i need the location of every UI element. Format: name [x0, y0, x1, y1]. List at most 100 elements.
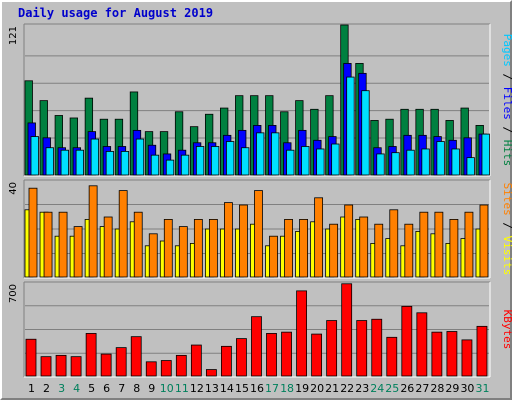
sites-bar — [359, 216, 369, 278]
x-axis-day-labels: 1 2 3 4 5 6 7 8 9 10 11 12 13 14 15 16 17 18 19 20 21 22 23 24 2… — [28, 382, 489, 395]
day-label: 16 — [250, 382, 264, 395]
kbytes-bar — [25, 338, 37, 377]
y-axis-label-part: KBytes — [501, 310, 512, 350]
sites-bar — [118, 190, 128, 278]
kbytes-bar — [85, 333, 97, 377]
kbytes-bar — [326, 320, 338, 377]
day-label: 28 — [430, 382, 444, 395]
y-axis-label-part: / — [501, 216, 512, 236]
sites-bar — [88, 185, 98, 278]
y-axis-label-2: Sites / Visits — [501, 183, 512, 276]
sites-bar — [464, 211, 474, 278]
sites-bar — [58, 211, 68, 278]
pages-bar — [226, 141, 235, 176]
day-label: 27 — [415, 382, 429, 395]
kbytes-bar — [115, 347, 127, 377]
sites-bar — [193, 218, 203, 278]
pages-bar — [60, 149, 69, 176]
sites-bar — [163, 218, 173, 278]
day-label: 30 — [460, 382, 474, 395]
kbytes-bar — [461, 339, 473, 377]
day-label: 2 — [43, 382, 50, 395]
panel-1 — [23, 23, 491, 177]
y-max-label-3: 700 — [8, 284, 19, 303]
day-label: 5 — [88, 382, 95, 395]
day-label: 17 — [265, 382, 279, 395]
day-label: 3 — [58, 382, 65, 395]
kbytes-bar — [40, 356, 52, 377]
kbytes-bar — [446, 331, 458, 377]
sites-bar — [28, 187, 38, 278]
pages-bar — [135, 138, 145, 176]
day-label: 11 — [175, 382, 189, 395]
sites-bar — [374, 223, 384, 278]
pages-bar — [421, 148, 430, 176]
sites-bar — [73, 226, 83, 278]
kbytes-bar — [296, 290, 307, 377]
sites-bar — [404, 223, 414, 278]
day-label: 23 — [355, 382, 369, 395]
pages-bar — [90, 138, 100, 176]
kbytes-bar — [386, 336, 398, 377]
day-label: 10 — [160, 382, 174, 395]
kbytes-bar — [416, 312, 428, 377]
pages-bar — [241, 147, 250, 176]
pages-bar — [301, 146, 310, 176]
kbytes-bar — [190, 344, 202, 377]
day-label: 4 — [73, 382, 80, 395]
pages-bar — [120, 151, 130, 176]
pages-bar — [316, 148, 325, 176]
day-label: 18 — [280, 382, 294, 395]
sites-bar — [284, 218, 293, 278]
kbytes-bar — [476, 325, 488, 377]
kbytes-bar — [236, 338, 247, 377]
kbytes-bar — [205, 369, 217, 377]
kbytes-bar — [100, 353, 112, 377]
kbytes-bar — [251, 316, 262, 377]
kbytes-bar — [221, 345, 232, 377]
sites-bar — [314, 197, 324, 278]
pages-bar — [30, 136, 39, 176]
pages-bar — [75, 149, 84, 176]
kbytes-bar — [55, 354, 67, 377]
y-axis-label-part: Pages — [501, 34, 512, 67]
day-label: 29 — [445, 382, 459, 395]
kbytes-bar — [70, 356, 82, 377]
day-label: 15 — [235, 382, 249, 395]
y-axis-label-part: Visits — [501, 236, 512, 276]
kbytes-bar — [160, 360, 172, 377]
panel-2 — [23, 179, 491, 279]
sites-bar — [344, 204, 354, 278]
pages-bar — [210, 146, 220, 176]
day-label: 20 — [310, 382, 324, 395]
sites-bar — [224, 202, 233, 278]
pages-bar — [361, 90, 370, 176]
day-label: 8 — [133, 382, 140, 395]
sites-bar — [269, 235, 278, 278]
day-label: 12 — [190, 382, 204, 395]
sites-bar — [103, 216, 113, 278]
kbytes-bar — [431, 331, 443, 377]
sites-bar — [434, 211, 444, 278]
chart-title: Daily usage for August 2019 — [18, 6, 214, 20]
day-label: 25 — [385, 382, 399, 395]
pages-bar — [466, 157, 475, 176]
sites-bar — [239, 204, 248, 278]
y-axis-label-part: / — [501, 67, 512, 87]
day-label: 7 — [118, 382, 125, 395]
sites-bar — [329, 223, 339, 278]
y-max-label-1: 121 — [8, 26, 19, 45]
pages-bar — [406, 149, 415, 176]
sites-bar — [133, 211, 143, 278]
kbytes-bar — [401, 305, 413, 377]
day-label: 6 — [103, 382, 110, 395]
pages-bar — [150, 154, 160, 176]
sites-bar — [254, 190, 263, 278]
pages-bar — [165, 159, 175, 176]
sites-bar — [208, 218, 218, 278]
y-max-label-2: 40 — [8, 182, 19, 195]
day-label: 14 — [220, 382, 234, 395]
sites-bar — [449, 218, 459, 278]
kbytes-bar — [281, 331, 292, 377]
kbytes-bar — [311, 333, 323, 377]
